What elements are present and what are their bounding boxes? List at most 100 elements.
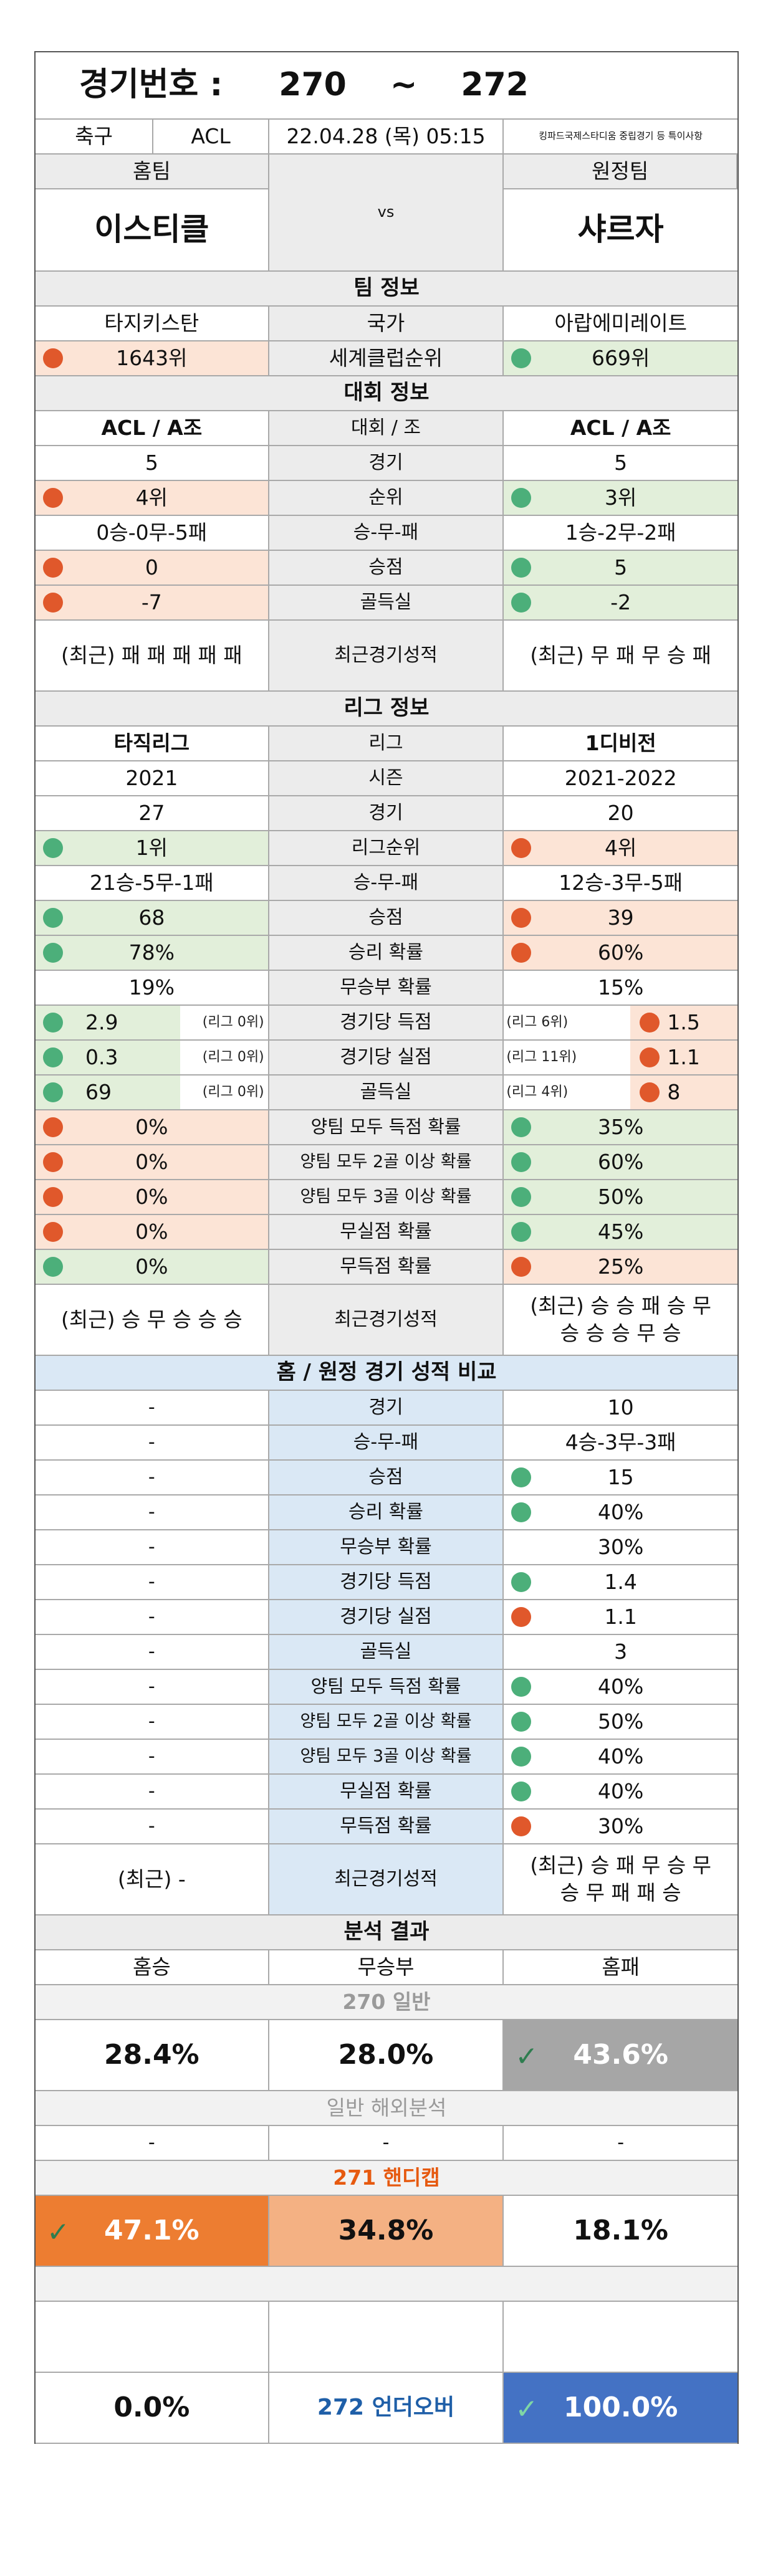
table-row: - 양팀 모두 득점 확률 40% <box>36 1670 737 1705</box>
overseas-title-row: 일반 해외분석 <box>36 2091 737 2126</box>
handicap-title: 271 핸디캡 <box>333 2165 440 2190</box>
away-recent-form: (최근) 승 승 패 승 무 승 승 승 무 승 <box>530 1294 712 1345</box>
away-team-name: 샤르자 <box>577 211 664 248</box>
table-row: 2021 시즌 2021-2022 <box>36 761 737 796</box>
bad-indicator-icon <box>43 348 63 368</box>
good-indicator-icon <box>511 1187 532 1207</box>
home-loss-label: 홈패 <box>602 1955 640 1980</box>
table-row: - 무실점 확률 40% <box>36 1775 737 1810</box>
over-value: ✓ 100.0% <box>504 2373 738 2443</box>
sport: 축구 <box>36 120 154 153</box>
table-row: 5 경기 5 <box>36 446 737 481</box>
section-title: 리그 정보 <box>36 692 737 725</box>
table-row: 0% 양팀 모두 2골 이상 확률 60% <box>36 1145 737 1180</box>
game-number-tilde: ~ <box>390 66 418 104</box>
table-row: - 양팀 모두 3골 이상 확률 40% <box>36 1740 737 1775</box>
table-row: 0% 무실점 확률 45% <box>36 1215 738 1250</box>
general-title-row: 270 일반 <box>36 1985 737 2020</box>
general-title: 270 일반 <box>342 1990 431 2015</box>
bad-indicator-icon <box>511 908 532 928</box>
good-indicator-icon <box>511 1152 532 1172</box>
bad-indicator-icon <box>511 1257 532 1277</box>
table-row: - 무득점 확률 30% <box>36 1810 737 1844</box>
table-row: 0% 양팀 모두 득점 확률 35% <box>36 1110 738 1145</box>
good-indicator-icon <box>511 1747 532 1767</box>
home-team-label: 홈팀 <box>36 155 268 189</box>
good-indicator-icon <box>511 1712 532 1732</box>
away-club-rank: 669위 <box>504 341 738 375</box>
bad-indicator-icon <box>640 1082 660 1102</box>
table-row: 0승-0무-5패 승-무-패 1승-2무-2패 <box>36 516 737 551</box>
good-indicator-icon <box>511 1572 532 1592</box>
bad-indicator-icon <box>43 1152 63 1172</box>
handicap-result-row: ✓ 47.1% 34.8% 18.1% <box>36 2196 737 2267</box>
good-indicator-icon <box>511 1117 532 1137</box>
home-team-name: 이스티클 <box>94 211 209 248</box>
table-row: 2.9 (리그 0위) 경기당 득점 (리그 6위) 1.5 <box>36 1006 737 1041</box>
tournament-header: 대회 정보 <box>36 376 737 411</box>
table-row: ACL / A조 대회 / 조 ACL / A조 <box>36 411 737 446</box>
good-indicator-icon <box>511 1677 532 1697</box>
league-header: 리그 정보 <box>36 692 737 727</box>
empty-result-row <box>36 2302 737 2373</box>
handicap-home-loss: 18.1% <box>573 2214 668 2246</box>
team-info-header: 팀 정보 <box>36 272 737 307</box>
good-indicator-icon <box>511 593 532 613</box>
general-home-loss: ✓ 43.6% <box>504 2020 738 2090</box>
bad-indicator-icon <box>640 1013 660 1033</box>
table-row: (최근) 패 패 패 패 패 최근경기성적 (최근) 무 패 무 승 패 <box>36 621 737 692</box>
good-indicator-icon <box>511 488 532 508</box>
handicap-home-win: ✓ 47.1% <box>36 2196 269 2266</box>
table-row: - 경기 10 <box>36 1391 737 1426</box>
home-club-rank: 1643위 <box>36 341 269 375</box>
check-icon: ✓ <box>515 2393 539 2425</box>
section-title: 팀 정보 <box>36 272 737 305</box>
good-indicator-icon <box>43 838 63 858</box>
table-row: 0 승점 5 <box>36 551 738 586</box>
analysis-header: 분석 결과 <box>36 1915 737 1950</box>
table-row: 19% 무승부 확률 15% <box>36 971 737 1006</box>
table-row: 타직리그 리그 1디비전 <box>36 727 737 761</box>
table-row: 0% 양팀 모두 3골 이상 확률 50% <box>36 1180 737 1215</box>
general-home-win: 28.4% <box>36 2020 269 2090</box>
game-number-label: 경기번호 : <box>79 66 223 104</box>
home-win-label: 홈승 <box>36 1950 269 1984</box>
under-value: 0.0% <box>36 2373 269 2443</box>
good-indicator-icon <box>511 348 532 368</box>
table-row: (최근) - 최근경기성적 (최근) 승 패 무 승 무 승 무 패 패 승 <box>36 1844 737 1915</box>
bad-indicator-icon <box>511 1816 532 1836</box>
match-meta-row: 축구 ACL 22.04.28 (목) 05:15 킹파드국제스타디움 중립경기… <box>36 120 737 155</box>
draw-label: 무승부 <box>269 1950 504 1984</box>
check-icon: ✓ <box>515 2041 539 2073</box>
overseas-title: 일반 해외분석 <box>326 2096 447 2120</box>
table-row: 78% 승리 확률 60% <box>36 936 738 971</box>
good-indicator-icon <box>511 1222 532 1242</box>
general-draw: 28.0% <box>269 2020 504 2090</box>
table-row: - 무승부 확률 30% <box>36 1530 737 1565</box>
bad-indicator-icon <box>43 593 63 613</box>
table-row: - 양팀 모두 2골 이상 확률 50% <box>36 1705 737 1740</box>
bad-indicator-icon <box>43 1187 63 1207</box>
section-title: 분석 결과 <box>36 1915 737 1949</box>
home-recent-form: (최근) 승 무 승 승 승 <box>36 1285 269 1355</box>
home-recent-form: (최근) 패 패 패 패 패 <box>36 621 269 690</box>
analysis-sheet: 경기번호 : 270 ~ 272 축구 ACL 22.04.28 (목) 05:… <box>34 51 739 2444</box>
bad-indicator-icon <box>640 1047 660 1067</box>
good-indicator-icon <box>43 1047 63 1067</box>
table-row: 4위 순위 3위 <box>36 481 738 516</box>
bad-indicator-icon <box>511 1607 532 1627</box>
bad-indicator-icon <box>43 558 63 578</box>
good-indicator-icon <box>511 1502 532 1522</box>
table-row: - 승-무-패 4승-3무-3패 <box>36 1426 737 1461</box>
away-recent-form: (최근) 무 패 무 승 패 <box>530 643 712 668</box>
bad-indicator-icon <box>43 1117 63 1137</box>
spacer-row <box>36 2267 737 2302</box>
good-indicator-icon <box>511 1467 532 1487</box>
table-row: - 승점 15 <box>36 1461 737 1496</box>
section-title: 대회 정보 <box>36 376 737 410</box>
league-code: ACL <box>153 120 269 153</box>
good-indicator-icon <box>43 908 63 928</box>
under-over-row: 0.0% 272 언더오버 ✓ 100.0% <box>36 2373 738 2444</box>
home-recent-form: (최근) - <box>36 1844 269 1914</box>
good-indicator-icon <box>511 1782 532 1801</box>
